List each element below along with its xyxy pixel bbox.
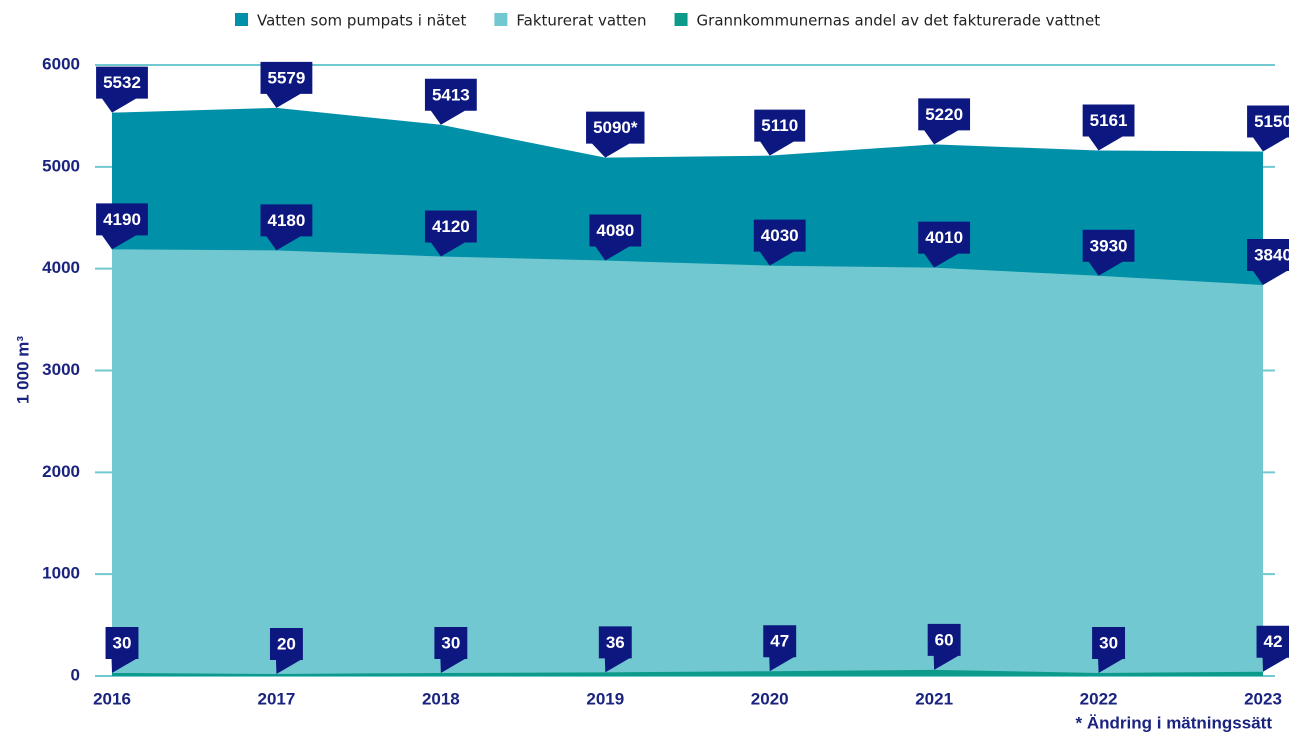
y-axis-title: 1 000 m³ [13, 336, 32, 404]
data-label-text: 30 [1099, 633, 1118, 652]
legend-swatch [674, 13, 688, 26]
area [112, 249, 1263, 676]
y-tick-label: 4000 [42, 258, 80, 277]
data-label-text: 5090* [593, 118, 638, 137]
data-label-text: 5220 [925, 105, 963, 124]
data-label-text: 5110 [761, 116, 798, 135]
data-label-text: 4120 [432, 217, 470, 236]
data-label-box [586, 111, 645, 158]
data-label-text: 20 [277, 634, 296, 653]
x-tick-label: 2018 [422, 689, 460, 708]
data-label-text: 4190 [103, 210, 141, 229]
data-label-text: 47 [770, 632, 789, 651]
data-label-box [763, 625, 797, 672]
data-label-box [1247, 238, 1289, 285]
y-tick-label: 1000 [42, 564, 80, 583]
data-label-text: 60 [935, 630, 954, 649]
y-tick-label: 0 [71, 665, 80, 684]
data-label-box [753, 219, 806, 266]
data-label-box [1256, 625, 1289, 672]
x-tick-label: 2023 [1244, 689, 1282, 708]
y-tick-label: 6000 [42, 54, 80, 73]
data-label-box [260, 61, 313, 108]
x-tick-label: 2022 [1080, 689, 1118, 708]
data-label-box [1247, 105, 1289, 152]
data-label-box [754, 109, 806, 156]
data-label-box [1092, 626, 1126, 673]
x-tick-label: 2021 [915, 689, 953, 708]
data-label-text: 4180 [268, 211, 306, 230]
data-label-box [96, 66, 148, 113]
data-label-text: 4030 [761, 226, 799, 245]
data-label-box [598, 626, 632, 673]
data-label-box [918, 98, 971, 145]
data-label-box [260, 204, 313, 251]
x-tick-label: 2019 [586, 689, 624, 708]
data-label-text: 5579 [268, 68, 306, 87]
y-tick-label: 2000 [42, 462, 80, 481]
data-label-box [1082, 104, 1135, 151]
x-tick-label: 2020 [751, 689, 789, 708]
data-label-text: 3840 [1254, 245, 1289, 264]
annotation: * Ändring i mätningssätt [1076, 713, 1273, 732]
data-label-text: 4080 [596, 221, 634, 240]
data-label-text: 4010 [925, 228, 963, 247]
data-label-box [96, 203, 148, 250]
data-label-box [424, 78, 477, 125]
data-label-box [105, 626, 139, 673]
area [112, 669, 1263, 676]
data-label-box [918, 221, 971, 268]
data-label-text: 5532 [103, 73, 141, 92]
legend-label: Vatten som pumpats i nätet [257, 12, 466, 30]
data-label-box [927, 623, 961, 670]
legend-label: Fakturerat vatten [516, 12, 646, 30]
y-tick-label: 5000 [42, 156, 80, 175]
data-label-box [269, 627, 303, 674]
data-label-text: 30 [441, 633, 460, 652]
legend-swatch [235, 13, 248, 26]
legend-swatch [494, 13, 508, 26]
data-label-text: 5413 [432, 85, 470, 104]
data-label-box [589, 214, 642, 261]
data-label-text: 42 [1264, 632, 1283, 651]
data-label-box [434, 626, 468, 673]
x-tick-label: 2016 [93, 689, 131, 708]
y-tick-label: 3000 [42, 360, 80, 379]
data-label-text: 5161 [1090, 111, 1128, 130]
x-tick-label: 2017 [258, 689, 296, 708]
data-label-box [424, 210, 477, 257]
data-label-text: 30 [113, 633, 132, 652]
data-label-text: 36 [606, 633, 625, 652]
data-label-text: 5150 [1254, 112, 1289, 131]
data-label-text: 3930 [1090, 236, 1128, 255]
legend-label: Grannkommunernas andel av det fakturerad… [697, 12, 1101, 30]
data-label-box [1082, 229, 1135, 276]
